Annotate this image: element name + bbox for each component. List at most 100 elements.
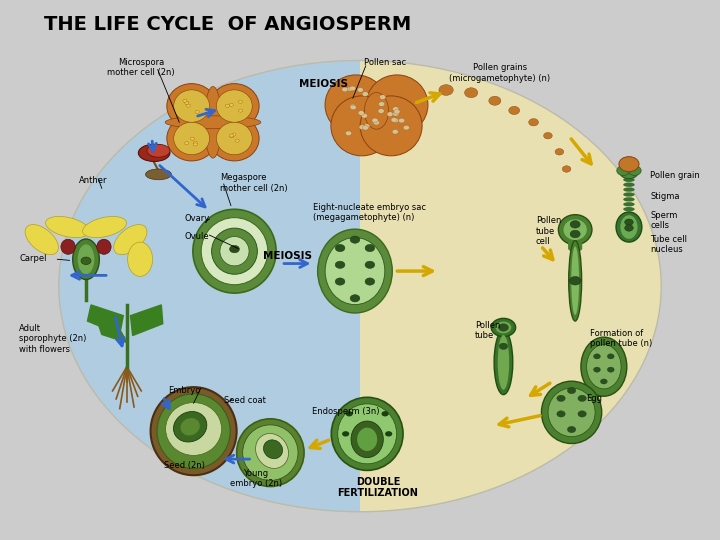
Circle shape [391, 118, 397, 122]
Circle shape [498, 323, 508, 331]
Ellipse shape [73, 239, 99, 280]
Circle shape [439, 85, 453, 96]
Circle shape [567, 427, 576, 433]
Circle shape [350, 236, 360, 244]
Ellipse shape [45, 217, 89, 238]
Ellipse shape [364, 92, 389, 129]
Circle shape [379, 102, 384, 106]
Circle shape [342, 431, 349, 436]
Text: Ovary: Ovary [184, 214, 210, 222]
Ellipse shape [559, 215, 592, 245]
Circle shape [557, 395, 565, 402]
Circle shape [372, 118, 378, 123]
Wedge shape [360, 60, 661, 512]
Text: Pollen grains
(microgametophyte) (n): Pollen grains (microgametophyte) (n) [449, 63, 550, 83]
Circle shape [232, 133, 236, 136]
Circle shape [593, 367, 600, 372]
Circle shape [578, 411, 586, 417]
Circle shape [399, 118, 405, 123]
Circle shape [349, 86, 356, 91]
Ellipse shape [217, 90, 252, 122]
Circle shape [346, 411, 353, 416]
Ellipse shape [568, 238, 582, 245]
Circle shape [362, 125, 369, 130]
Ellipse shape [83, 217, 127, 238]
Circle shape [336, 245, 345, 252]
Ellipse shape [568, 242, 582, 249]
Circle shape [185, 102, 189, 105]
Ellipse shape [166, 402, 222, 455]
Circle shape [357, 87, 364, 92]
Circle shape [619, 157, 639, 172]
Ellipse shape [204, 86, 222, 158]
Ellipse shape [568, 245, 582, 252]
Ellipse shape [564, 219, 587, 240]
Ellipse shape [581, 337, 627, 396]
Text: Pollen
tube
cell: Pollen tube cell [536, 217, 561, 246]
Text: Seed (2n): Seed (2n) [164, 461, 204, 470]
Text: Formation of
pollen tube (n): Formation of pollen tube (n) [590, 329, 652, 348]
Ellipse shape [624, 187, 635, 192]
Circle shape [365, 245, 374, 252]
Ellipse shape [114, 225, 147, 255]
Circle shape [365, 261, 374, 268]
Ellipse shape [174, 122, 210, 154]
Ellipse shape [174, 90, 210, 122]
Circle shape [365, 278, 374, 285]
Ellipse shape [193, 210, 276, 293]
Ellipse shape [220, 237, 249, 266]
Circle shape [491, 319, 516, 336]
Circle shape [620, 165, 639, 179]
Ellipse shape [217, 122, 252, 154]
Circle shape [346, 131, 351, 136]
Ellipse shape [210, 116, 259, 161]
Ellipse shape [127, 242, 153, 276]
Ellipse shape [325, 238, 384, 305]
Circle shape [195, 110, 199, 113]
Text: Ovule: Ovule [184, 232, 209, 241]
Ellipse shape [331, 397, 403, 470]
Ellipse shape [338, 404, 397, 464]
Polygon shape [96, 320, 127, 342]
Circle shape [617, 166, 630, 176]
Ellipse shape [624, 197, 635, 201]
Ellipse shape [366, 75, 428, 135]
Circle shape [528, 119, 539, 126]
Text: MEIOSIS: MEIOSIS [264, 251, 312, 261]
Ellipse shape [568, 240, 582, 246]
Circle shape [557, 411, 565, 417]
Ellipse shape [541, 381, 602, 443]
Ellipse shape [331, 96, 393, 156]
Circle shape [229, 103, 233, 106]
Circle shape [600, 379, 607, 384]
Circle shape [625, 225, 634, 231]
Circle shape [625, 219, 634, 225]
Ellipse shape [157, 394, 230, 469]
Circle shape [364, 124, 370, 129]
Text: Carpel: Carpel [19, 254, 47, 263]
Text: Pollen grain: Pollen grain [650, 171, 701, 180]
Text: Microspora
mother cell (2n): Microspora mother cell (2n) [107, 58, 175, 77]
Ellipse shape [138, 144, 170, 161]
Ellipse shape [624, 217, 635, 221]
Circle shape [464, 88, 478, 98]
Ellipse shape [357, 428, 377, 451]
Ellipse shape [145, 169, 171, 180]
Circle shape [382, 411, 389, 416]
Circle shape [392, 118, 399, 123]
Text: THE LIFE CYCLE  OF ANGIOSPERM: THE LIFE CYCLE OF ANGIOSPERM [45, 15, 412, 34]
Text: Sperm
cells: Sperm cells [650, 211, 678, 230]
Ellipse shape [318, 229, 392, 313]
Ellipse shape [25, 225, 58, 255]
Ellipse shape [212, 228, 257, 274]
Circle shape [570, 220, 580, 228]
Circle shape [358, 111, 364, 115]
Circle shape [392, 130, 398, 134]
Circle shape [372, 120, 379, 125]
Circle shape [509, 106, 520, 114]
Circle shape [489, 96, 501, 105]
Circle shape [359, 125, 365, 130]
Polygon shape [130, 305, 163, 335]
Text: Egg: Egg [586, 394, 602, 402]
Ellipse shape [548, 388, 595, 437]
